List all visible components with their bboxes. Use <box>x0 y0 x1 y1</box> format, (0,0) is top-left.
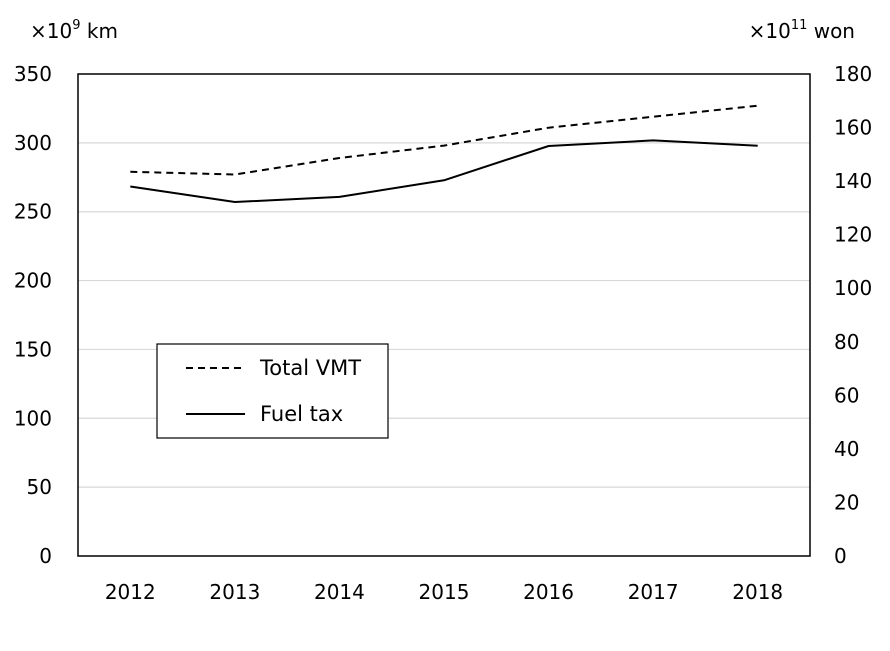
right-tick-label: 20 <box>834 490 859 514</box>
right-tick-label: 140 <box>834 169 872 193</box>
x-tick-label: 2017 <box>628 580 679 604</box>
left-tick-label: 0 <box>39 544 52 568</box>
x-tick-label: 2013 <box>209 580 260 604</box>
right-tick-label: 100 <box>834 276 872 300</box>
plot-frame <box>77 73 811 557</box>
right-axis-unit: ×1011 won <box>749 18 855 43</box>
x-tick-label: 2012 <box>105 580 156 604</box>
right-axis-ticks: 0 20 40 60 80 100 120 140 160 180 <box>834 62 872 568</box>
left-tick-label: 200 <box>14 269 52 293</box>
x-tick-label: 2015 <box>419 580 470 604</box>
left-tick-label: 350 <box>14 62 52 86</box>
right-tick-label: 180 <box>834 62 872 86</box>
legend: Total VMT Fuel tax <box>156 343 389 439</box>
series-line-fuel-tax <box>130 139 758 203</box>
left-tick-label: 50 <box>27 475 52 499</box>
left-axis-ticks: 0 50 100 150 200 250 300 350 <box>14 62 52 568</box>
legend-box <box>156 343 389 439</box>
x-tick-label: 2014 <box>314 580 365 604</box>
left-tick-label: 150 <box>14 337 52 361</box>
left-tick-label: 300 <box>14 131 52 155</box>
right-tick-label: 0 <box>834 544 847 568</box>
legend-label-total-vmt: Total VMT <box>259 356 361 380</box>
x-axis-ticks: 2012 2013 2014 2015 2016 2017 2018 <box>105 580 783 604</box>
series-lines <box>130 104 758 203</box>
series-line-total-vmt <box>130 104 758 176</box>
right-tick-label: 120 <box>834 223 872 247</box>
right-tick-label: 160 <box>834 116 872 140</box>
x-tick-label: 2016 <box>523 580 574 604</box>
right-tick-label: 40 <box>834 437 859 461</box>
left-tick-label: 100 <box>14 406 52 430</box>
right-tick-label: 80 <box>834 330 859 354</box>
left-axis-unit: ×109 km <box>30 18 118 43</box>
x-tick-label: 2018 <box>732 580 783 604</box>
legend-label-fuel-tax: Fuel tax <box>260 402 343 426</box>
right-tick-label: 60 <box>834 383 859 407</box>
left-tick-label: 250 <box>14 200 52 224</box>
